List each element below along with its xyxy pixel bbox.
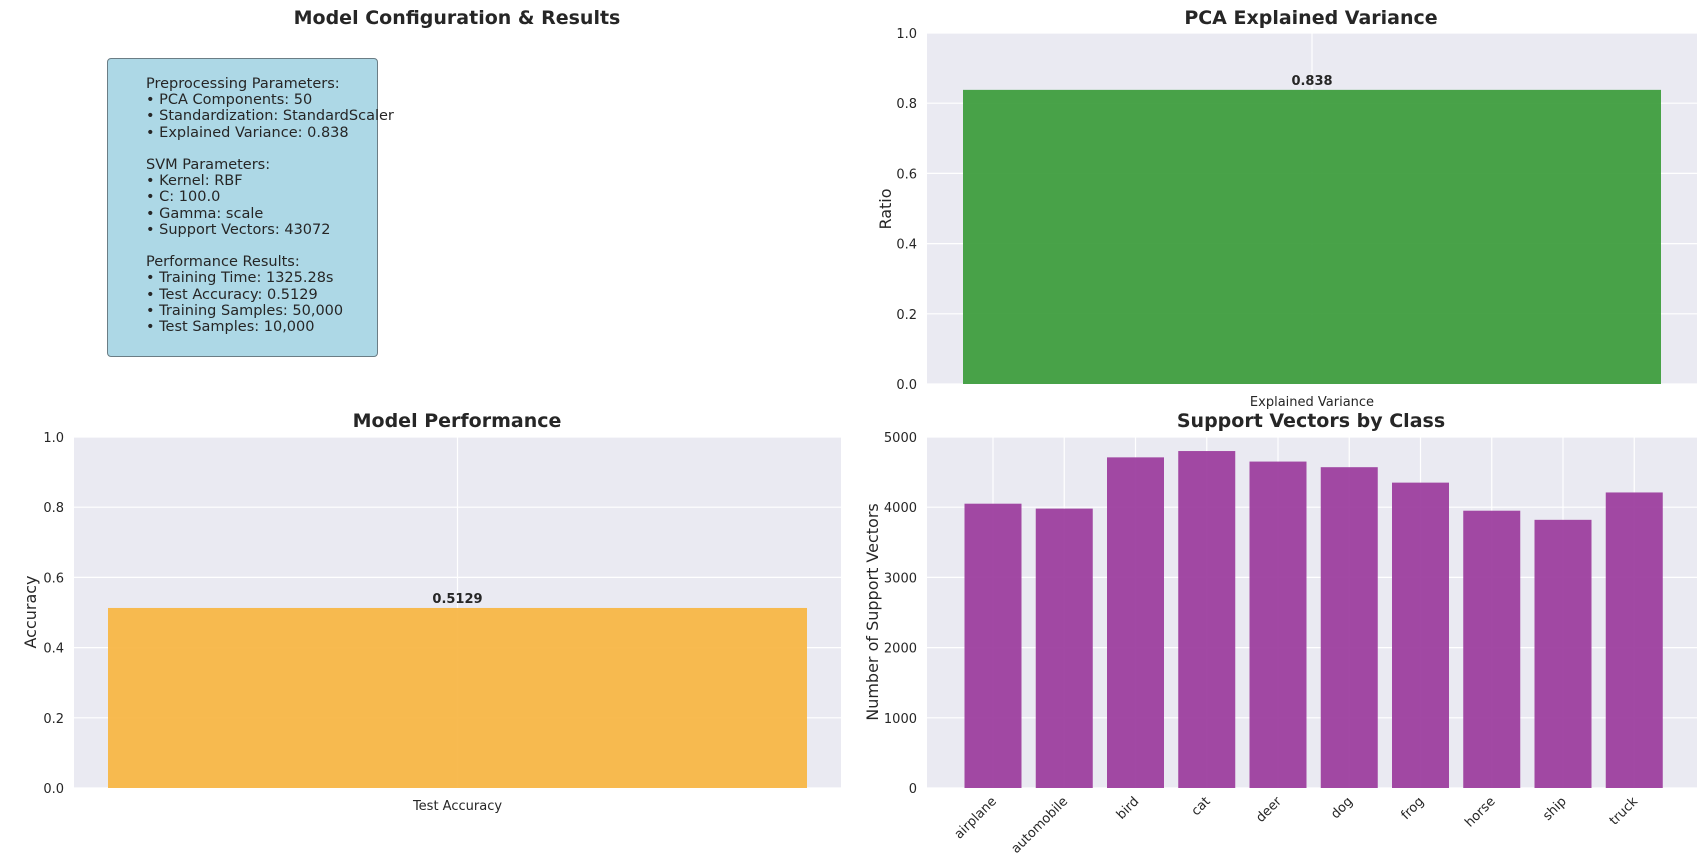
support-vectors-x-tick-label: cat [1189,794,1214,819]
pca-y-tick-label: 0.6 [896,167,917,182]
info-line: SVM Parameters: [146,157,271,173]
support-vectors-x-tick-label: bird [1114,794,1142,822]
support-vectors-x-tick-label: truck [1607,794,1642,829]
info-line: • Support Vectors: 43072 [146,221,331,238]
support-vectors-bar-airplane [964,503,1022,788]
performance-ticks: 0.0 0.2 0.4 0.6 0.8 1.0 Test Accuracy [43,431,502,814]
pca-bar [963,89,1661,384]
support-vectors-bars [964,451,1663,788]
support-vectors-x-tick-label: deer [1253,794,1285,826]
support-vectors-y-tick-label: 3000 [884,571,917,586]
pca-x-tick-label: Explained Variance [1250,395,1374,410]
info-line: • PCA Components: 50 [146,92,313,109]
performance-y-axis-label: Accuracy [21,575,40,648]
pca-bars: 0.838 [963,74,1661,384]
info-line: • Test Samples: 10,000 [146,319,315,336]
performance-chart-title: Model Performance [353,410,562,432]
info-spacer [146,141,377,157]
support-vectors-x-tick-label: dog [1328,794,1356,822]
config-info-box: Preprocessing Parameters: • PCA Component… [107,58,394,357]
support-vectors-bar-automobile [1035,508,1093,788]
support-vectors-bar-deer [1249,461,1307,788]
pca-y-tick-label: 0.2 [896,308,917,323]
info-line: Preprocessing Parameters: [146,76,340,92]
support-vectors-x-tick-label: airplane [952,794,1000,842]
info-line: • C: 100.0 [146,189,221,206]
support-vectors-chart-title: Support Vectors by Class [1177,410,1445,432]
config-panel-title: Model Configuration & Results [294,7,621,29]
performance-y-tick-label: 0.4 [43,642,64,657]
performance-y-tick-label: 0.2 [43,712,64,727]
pca-y-tick-label: 1.0 [896,27,917,42]
performance-bars: 0.5129 [108,592,807,788]
support-vectors-bar-truck [1605,492,1663,788]
support-vectors-bar-horse [1463,510,1521,788]
performance-x-tick-label: Test Accuracy [412,799,502,814]
pca-y-tick-label: 0.4 [896,238,917,253]
info-line: • Standardization: StandardScaler [146,108,394,125]
info-line: • Kernel: RBF [146,173,243,190]
performance-bar-value-label: 0.5129 [432,592,482,607]
support-vectors-y-tick-label: 4000 [884,501,917,516]
pca-ticks: 0.0 0.2 0.4 0.6 0.8 1.0 Explained Variance [896,27,1374,410]
support-vectors-x-tick-label: automobile [1009,794,1071,856]
performance-bar [108,607,807,788]
pca-y-tick-label: 0.0 [896,378,917,393]
performance-chart: 0.5129 0.0 0.2 0.4 0.6 0.8 1.0 Test Accuracy M… [21,410,841,814]
info-line: Performance Results: [146,254,300,271]
support-vectors-bar-bird [1107,457,1164,788]
pca-bar-value-label: 0.838 [1291,74,1332,89]
pca-chart-title: PCA Explained Variance [1184,7,1437,29]
support-vectors-bar-cat [1178,451,1236,788]
support-vectors-x-tick-label: frog [1398,794,1427,823]
pca-chart: 0.838 0.0 0.2 0.4 0.6 0.8 1.0 Explained Varian… [876,7,1697,410]
support-vectors-y-axis-label: Number of Support Vectors [863,503,882,721]
support-vectors-y-tick-label: 1000 [884,712,917,727]
support-vectors-bar-ship [1534,519,1592,788]
support-vectors-y-tick-label: 0 [909,782,917,797]
pca-y-axis-label: Ratio [876,188,895,229]
support-vectors-y-tick-label: 2000 [884,642,917,657]
support-vectors-x-tick-label: horse [1462,794,1498,830]
support-vectors-chart: 0 1000 2000 3000 4000 5000 airplane automobile b… [863,410,1697,856]
info-line: • Gamma: scale [146,205,264,222]
performance-y-tick-label: 0.0 [43,782,64,797]
info-line: • Training Time: 1325.28s [146,270,334,287]
performance-y-tick-label: 0.6 [43,571,64,586]
pca-y-tick-label: 0.8 [896,97,917,112]
info-line: • Training Samples: 50,000 [146,302,344,319]
support-vectors-bar-frog [1392,482,1449,788]
support-vectors-x-tick-label: ship [1540,794,1570,824]
support-vectors-bar-dog [1320,467,1378,788]
info-spacer [146,238,377,254]
performance-y-tick-label: 0.8 [43,501,64,516]
support-vectors-y-tick-label: 5000 [884,431,917,446]
info-line: • Test Accuracy: 0.5129 [146,286,318,303]
info-line: • Explained Variance: 0.838 [146,124,349,141]
performance-y-tick-label: 1.0 [43,431,64,446]
